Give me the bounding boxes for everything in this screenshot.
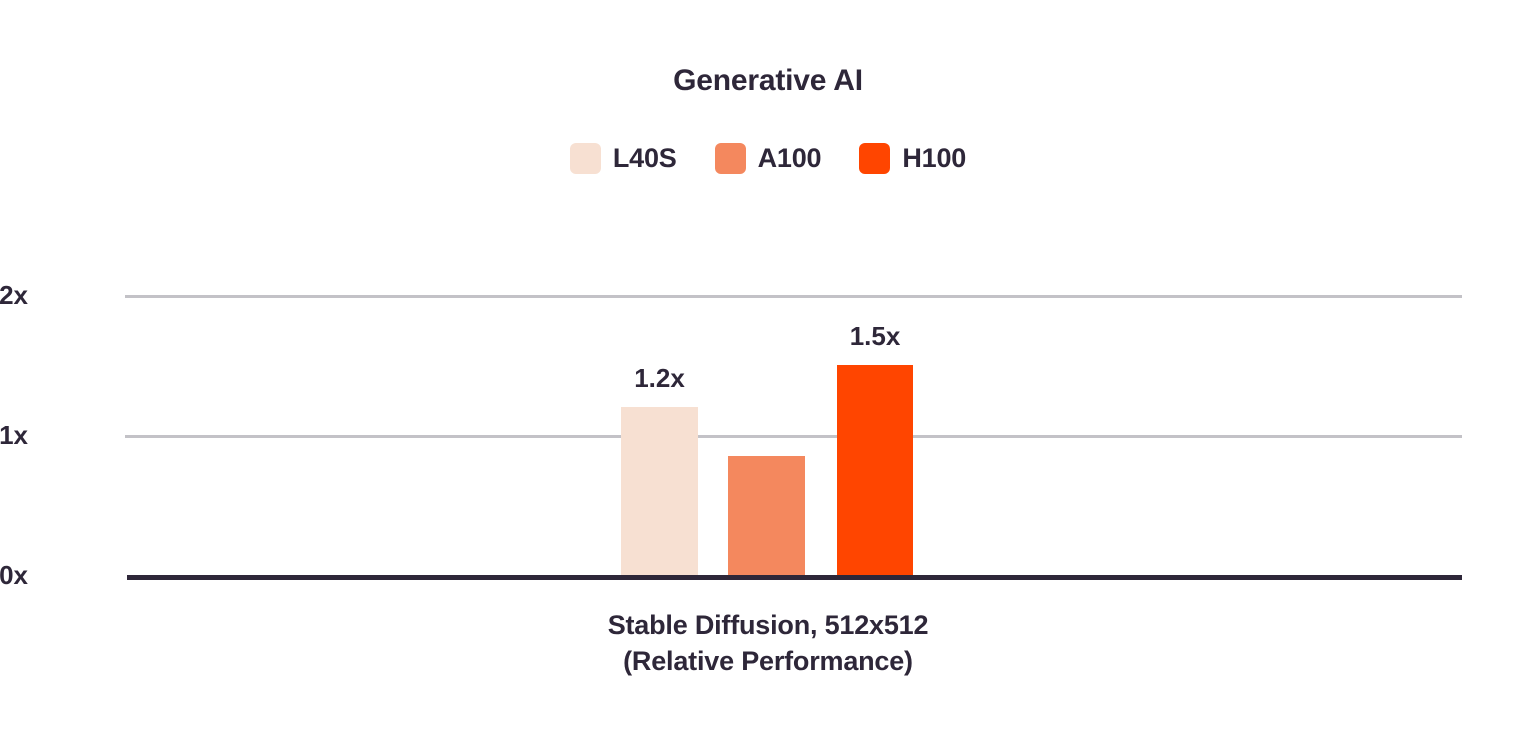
x-axis-baseline (127, 575, 1462, 580)
bar-value-label-h100: 1.5x (849, 321, 901, 351)
legend-swatch-l40s (569, 143, 601, 174)
x-axis-caption: Stable Diffusion, 512x512 (Relative Perf… (0, 608, 1536, 679)
bar-a100[interactable] (728, 456, 805, 575)
bar-l40s[interactable] (621, 407, 698, 575)
chart-title: Generative AI (673, 64, 863, 97)
legend-label-l40s: L40S (612, 143, 677, 173)
x-axis-caption-line1: Stable Diffusion, 512x512 (607, 610, 929, 640)
legend-item-a100[interactable]: A100 (714, 143, 822, 174)
y-axis-tick-2x: 2x (0, 280, 28, 310)
legend-label-h100: H100 (902, 143, 967, 173)
legend-item-h100[interactable]: H100 (859, 143, 966, 174)
y-axis-tick-0x: 0x (0, 560, 28, 590)
legend-item-l40s[interactable]: L40S (569, 143, 677, 174)
legend-swatch-a100 (714, 143, 746, 174)
plot-area: 2x 1x 0x (0, 282, 1462, 588)
bar-value-label-l40s: 1.2x (634, 363, 685, 393)
x-axis-caption-line2: (Relative Performance) (623, 645, 913, 676)
y-axis-tick-1x: 1x (0, 420, 28, 450)
gridline-2x (125, 295, 1462, 298)
chart-legend: L40S A100 H100 (0, 143, 1536, 174)
legend-label-a100: A100 (757, 143, 822, 173)
legend-swatch-h100 (859, 143, 891, 174)
gridline-1x (125, 435, 1462, 438)
bar-h100[interactable] (837, 365, 913, 575)
